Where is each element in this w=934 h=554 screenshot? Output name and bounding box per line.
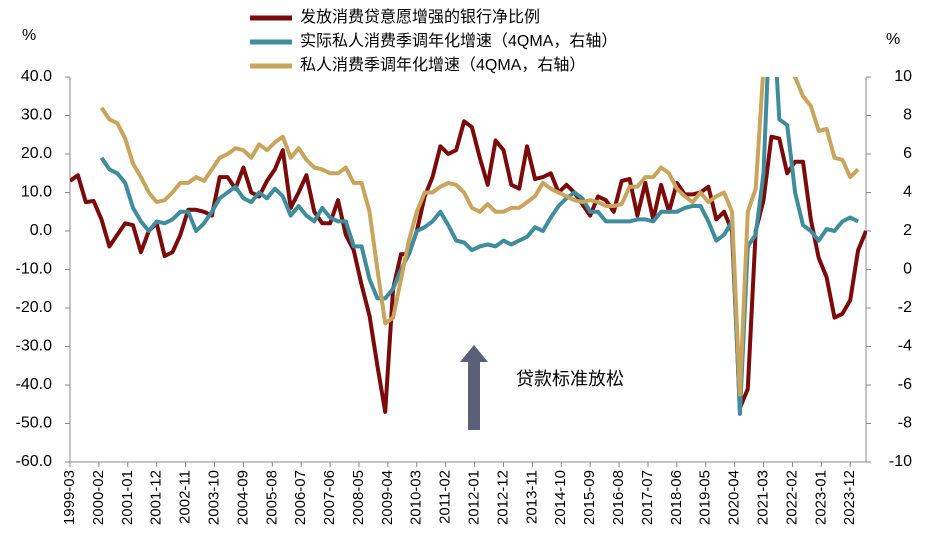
y2-tick-label: -2: [898, 299, 912, 316]
x-tick-label: 2017-07: [639, 470, 656, 525]
x-tick-label: 2004-09: [234, 470, 251, 525]
legend-label: 私人消费季调年化增速（4QMA，右轴）: [300, 56, 585, 74]
y-tick-label: -40.0: [16, 376, 53, 393]
y-tick-label: 40.0: [21, 68, 52, 85]
x-tick-label: 2014-10: [552, 470, 569, 525]
x-tick-label: 2006-07: [292, 470, 309, 525]
annotation-arrow: [460, 345, 488, 430]
y2-tick-label: -4: [898, 338, 912, 355]
x-tick-label: 2022-02: [783, 470, 800, 525]
x-tick-label: 2001-01: [119, 470, 136, 525]
x-tick-label: 2016-08: [610, 470, 627, 525]
x-tick-label: 2021-03: [755, 470, 772, 525]
series-line: [99, 77, 860, 397]
y2-tick-label: -8: [898, 415, 912, 432]
x-tick-label: 2018-06: [668, 470, 685, 525]
x-tick-label: 2023-12: [841, 470, 858, 525]
y-tick-label: 30.0: [21, 107, 52, 124]
y2-tick-label: 8: [903, 107, 912, 124]
y2-tick-label: 4: [903, 184, 912, 201]
y-tick-label: -30.0: [16, 338, 53, 355]
x-tick-label: 2013-11: [523, 470, 540, 524]
x-tick-label: 2001-12: [148, 470, 165, 525]
plot-area: [70, 77, 867, 416]
y-tick-label: -20.0: [16, 299, 53, 316]
x-tick-label: 1999-03: [61, 470, 78, 525]
y-tick-label: 0.0: [30, 222, 52, 239]
x-tick-label: 2011-02: [437, 470, 454, 524]
x-tick-label: 2003-10: [205, 470, 222, 525]
x-tick-label: 2012-12: [494, 470, 511, 525]
y-unit: %: [22, 27, 36, 44]
y2-tick-label: -10: [889, 453, 912, 470]
y-tick-label: -10.0: [16, 261, 53, 278]
x-tick-label: 2000-02: [90, 470, 107, 525]
y2-unit: %: [886, 31, 900, 48]
y-tick-label: 20.0: [21, 145, 52, 162]
x-tick-label: 2009-04: [379, 470, 396, 525]
x-tick-label: 2008-05: [350, 470, 367, 525]
x-tick-label: 2002-11: [177, 470, 194, 524]
y2-tick-label: 2: [903, 222, 912, 239]
x-tick-label: 2015-09: [581, 470, 598, 525]
y2-tick-label: -6: [898, 376, 912, 393]
y-tick-label: -60.0: [16, 453, 53, 470]
x-tick-label: 2023-01: [812, 470, 829, 525]
x-tick-label: 2020-04: [726, 470, 743, 525]
annotation: 贷款标准放松: [516, 369, 624, 389]
x-tick-label: 2005-08: [263, 470, 280, 525]
legend-label: 实际私人消费季调年化增速（4QMA，右轴）: [300, 32, 617, 50]
x-tick-label: 2019-05: [697, 470, 714, 525]
x-tick-label: 2012-01: [466, 470, 483, 525]
legend-label: 发放消费贷意愿增强的银行净比例: [300, 7, 540, 26]
x-tick-label: 2007-06: [321, 470, 338, 525]
y-tick-label: -50.0: [16, 415, 53, 432]
y2-tick-label: 0: [903, 261, 912, 278]
y-tick-label: 10.0: [21, 184, 52, 201]
y2-tick-label: 6: [903, 145, 912, 162]
y2-tick-label: 10: [894, 68, 912, 85]
x-tick-label: 2010-03: [408, 470, 425, 525]
